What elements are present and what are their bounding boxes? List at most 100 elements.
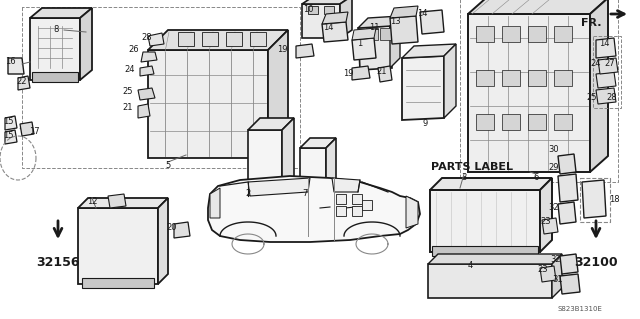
Polygon shape (268, 30, 288, 158)
Polygon shape (358, 26, 392, 70)
Polygon shape (352, 38, 376, 60)
Polygon shape (390, 16, 400, 68)
Polygon shape (248, 178, 310, 196)
Text: 28: 28 (141, 33, 152, 42)
Polygon shape (598, 58, 618, 74)
Polygon shape (300, 148, 326, 188)
Bar (580, 178, 610, 222)
Polygon shape (554, 26, 572, 42)
Polygon shape (554, 114, 572, 130)
Polygon shape (20, 122, 34, 136)
Polygon shape (430, 190, 540, 252)
Polygon shape (332, 178, 360, 192)
Polygon shape (158, 198, 168, 284)
Polygon shape (148, 50, 268, 158)
Polygon shape (18, 76, 30, 90)
Polygon shape (596, 72, 616, 88)
Text: 17: 17 (29, 128, 39, 137)
Text: 7: 7 (302, 189, 308, 198)
Polygon shape (82, 278, 154, 288)
Polygon shape (378, 66, 392, 82)
Polygon shape (542, 218, 558, 234)
Polygon shape (178, 32, 194, 46)
Polygon shape (402, 44, 456, 58)
Text: FR.: FR. (582, 18, 602, 28)
Polygon shape (420, 10, 444, 34)
Polygon shape (108, 194, 126, 208)
Polygon shape (140, 66, 154, 76)
Polygon shape (202, 32, 218, 46)
Polygon shape (430, 178, 552, 190)
Polygon shape (148, 33, 164, 46)
Polygon shape (552, 254, 562, 298)
Text: 28: 28 (607, 93, 618, 102)
Text: 8: 8 (53, 26, 59, 34)
Text: 14: 14 (599, 40, 609, 48)
Polygon shape (78, 208, 158, 284)
Polygon shape (5, 116, 17, 130)
Polygon shape (138, 104, 150, 118)
Text: 13: 13 (390, 18, 400, 26)
Polygon shape (502, 114, 520, 130)
Polygon shape (210, 188, 220, 218)
Text: 25: 25 (587, 93, 597, 102)
Circle shape (532, 284, 540, 292)
Text: 31: 31 (553, 276, 563, 285)
Text: 20: 20 (167, 224, 177, 233)
Polygon shape (358, 16, 400, 28)
Polygon shape (5, 130, 17, 144)
Polygon shape (432, 246, 538, 256)
Circle shape (440, 268, 448, 276)
Text: 5: 5 (165, 161, 171, 170)
Text: 9: 9 (422, 120, 428, 129)
Polygon shape (322, 22, 348, 42)
Polygon shape (390, 16, 418, 44)
Bar (352, 206, 362, 216)
Text: 3: 3 (461, 174, 467, 182)
Polygon shape (528, 26, 546, 42)
Polygon shape (8, 58, 24, 74)
Polygon shape (428, 254, 562, 264)
Polygon shape (528, 70, 546, 86)
Text: 19: 19 (276, 46, 287, 55)
Polygon shape (340, 0, 352, 38)
Polygon shape (502, 26, 520, 42)
Polygon shape (380, 28, 392, 40)
Polygon shape (528, 114, 546, 130)
Polygon shape (468, 0, 608, 14)
Bar (308, 6, 318, 14)
Polygon shape (402, 56, 444, 120)
Polygon shape (540, 266, 556, 282)
Polygon shape (174, 222, 190, 238)
Text: 29: 29 (548, 164, 559, 173)
Polygon shape (428, 264, 552, 298)
Polygon shape (476, 70, 494, 86)
Text: 15: 15 (3, 117, 13, 127)
Circle shape (532, 268, 540, 276)
Polygon shape (296, 44, 314, 58)
Text: 32: 32 (548, 204, 559, 212)
Polygon shape (366, 28, 378, 40)
Text: 16: 16 (4, 57, 15, 66)
Polygon shape (596, 38, 616, 58)
Polygon shape (596, 88, 616, 104)
Polygon shape (80, 8, 92, 80)
Text: 10: 10 (303, 5, 313, 14)
Polygon shape (476, 26, 494, 42)
Text: 30: 30 (548, 145, 559, 154)
Polygon shape (352, 66, 370, 80)
Polygon shape (30, 18, 80, 80)
Text: 21: 21 (123, 103, 133, 113)
Polygon shape (582, 180, 606, 218)
Text: S823B1310E: S823B1310E (557, 306, 602, 312)
Polygon shape (326, 138, 336, 188)
Polygon shape (540, 178, 552, 252)
Polygon shape (352, 28, 376, 40)
Polygon shape (554, 70, 572, 86)
Bar (362, 200, 372, 210)
Text: 26: 26 (129, 46, 140, 55)
Polygon shape (444, 44, 456, 118)
Text: 15: 15 (3, 131, 13, 140)
Polygon shape (78, 198, 168, 208)
Text: 21: 21 (377, 68, 387, 77)
